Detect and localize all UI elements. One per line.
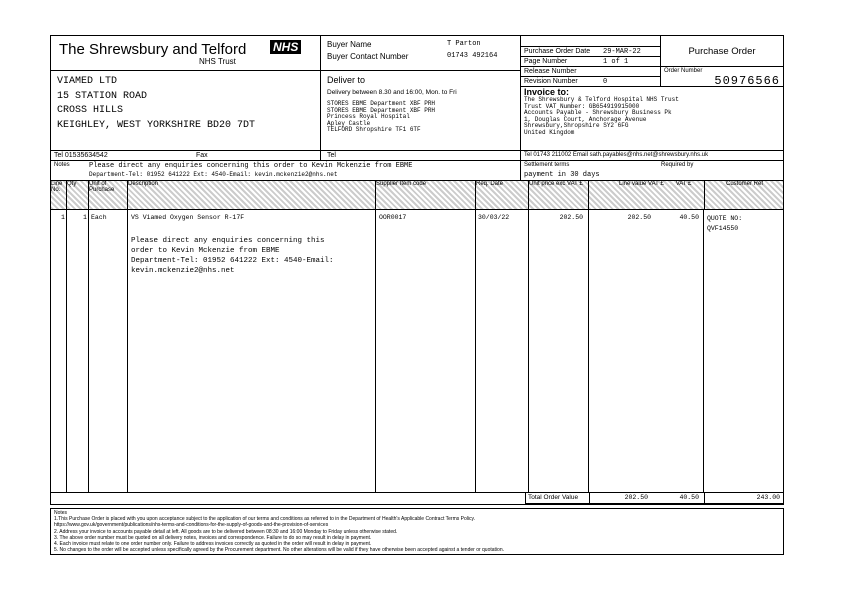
nhs-logo: NHS [270,40,302,54]
delivery-line: STORES EBME Department XBF PRH [327,100,436,107]
org-header: The Shrewsbury and Telford NHS Trust NHS [50,35,321,71]
footer-term: 1.This Purchase Order is placed with you… [54,516,475,523]
total-row: Total Order Value 202.50 40.50 243.00 [525,492,784,504]
col-qty: Qty [67,181,77,187]
order-number-box: Order Number 50976566 [660,66,784,88]
settlement-terms: payment in 30 days [524,171,600,179]
col-customer-ref: Customer Ref [725,181,763,187]
col-unit-price: Unit price exc VAT £ [529,181,583,187]
notes-label: Notes [54,162,70,168]
col-line-value: Line value VAT £ [619,181,664,187]
po-title-box: Purchase Order [660,35,784,67]
page-number: 1 of 1 [603,58,629,66]
delivery-hours: Delivery between 8.30 and 16:00, Mon. to… [327,89,457,96]
footer-term-link[interactable]: https://www.gov.uk/government/publicatio… [54,522,329,529]
org-trust: NHS Trust [199,57,236,66]
row-vat: 40.50 [679,214,699,221]
footer-term: 3. The above order number must be quoted… [54,534,372,541]
po-date: 29-MAR-22 [603,48,641,56]
delivery-box: Deliver to Delivery between 8.30 and 16:… [320,70,521,151]
supplier-tel: Tel 01535634542 [54,152,108,159]
po-title: Purchase Order [688,46,756,57]
row-unit-price: 202.50 [559,214,583,221]
notes-text: Please direct any enquiries concerning t… [89,162,413,170]
supplier-line: CROSS HILLS [57,105,124,116]
supplier-fax: Fax [196,152,208,159]
revision-number-label: Revision Number [524,78,578,85]
row-description-note: Department-Tel: 01952 641222 Ext: 4540-E… [131,257,334,265]
invoice-line: The Shrewsbury & Telford Hospital NHS Tr… [524,96,679,103]
total-net: 202.50 [624,494,648,501]
total-gross: 243.00 [756,494,780,501]
footer-term: 5. No changes to the order will be accep… [54,547,504,554]
col-vat: VAT £ [675,181,692,187]
table-body: 1 1 Each VS Viamed Oxygen Sensor R-17F P… [50,209,784,493]
invoice-line: Accounts Payable - Shrewsbury Business P… [524,109,672,116]
row-customer-ref: QUOTE NO: [707,215,743,222]
settlement-terms-label: Settlement terms [524,162,570,168]
total-label: Total Order Value [528,494,579,501]
invoice-line: Shrewsbury,Shropshire SY2 6FG [524,122,629,129]
row-customer-ref: QVF14550 [707,225,739,232]
row-line-value: 202.50 [627,214,651,221]
supplier-address: VIAMED LTD 15 STATION ROAD CROSS HILLS K… [50,70,321,151]
invoice-line: Trust VAT Number: GB654919915000 [524,102,640,110]
table-header: Line No. Qty Unit of Purchase Descriptio… [50,180,784,210]
row-unit: Each [91,214,107,221]
col-req-date: Req. Date [476,181,504,187]
buyer-contact-label: Buyer Contact Number [327,52,409,61]
row-description-note: order to Kevin Mckenzie from EBME [131,247,280,255]
col-description: Description [128,181,159,187]
row-qty: 1 [83,214,87,221]
buyer-contact: 01743 492164 [447,52,498,60]
row-supplier-code: OOR0017 [379,214,407,221]
revision-number: 0 [603,78,608,86]
delivery-line: Princess Royal Hospital [327,113,410,120]
footer-notes-label: Notes [54,510,68,516]
required-by-label: Required by [661,162,694,168]
delivery-line: Apley Castle [327,119,371,127]
col-line-no: Line No. [51,181,63,193]
delivery-title: Deliver to [327,75,366,85]
terms-box: Settlement terms Required by payment in … [520,160,784,181]
footer-term: 2. Address your invoice to accounts paya… [54,528,398,535]
col-unit: Unit of Purchase [89,181,115,193]
org-name: The Shrewsbury and Telford [59,41,247,58]
total-vat: 40.50 [679,494,699,501]
row-description: VS Viamed Oxygen Sensor R-17F [131,214,245,221]
footer-term: 4. Each invoice must relate to one order… [54,541,372,548]
terms-footer: Notes 1.This Purchase Order is placed wi… [50,508,784,555]
invoice-line: 1, Douglas Court, Anchorage Avenue [524,115,647,123]
buyer-name-label: Buyer Name [327,40,372,49]
po-date-label: Purchase Order Date [524,48,591,55]
invoice-title: Invoice to: [524,87,570,97]
delivery-line: TELFORD Shropshire TF1 6TF [327,126,421,133]
delivery-tel: Tel [327,152,336,159]
supplier-line: VIAMED LTD [57,76,118,87]
supplier-line: KEIGHLEY, WEST YORKSHIRE BD20 7DT [57,119,256,131]
release-number-label: Release Number [524,68,577,75]
row-description-note: kevin.mckenzie2@nhs.net [131,267,235,275]
order-number: 50976566 [714,74,780,88]
invoice-box: Invoice to: The Shrewsbury & Telford Hos… [520,86,784,151]
order-number-label: Order Number [664,68,703,74]
buyer-name: T Parton [447,40,481,48]
page-number-label: Page Number [524,58,568,65]
delivery-line: STORES EBME Department XBF PRH [327,106,436,114]
col-supplier-code: Supplier Item code [376,181,427,187]
buyer-box: Buyer Name T Parton Buyer Contact Number… [320,35,521,71]
invoice-tel: Tel 01743 211002 Email sath.payables@nhs… [524,152,709,158]
notes-text: Department-Tel: 01952 641222 Ext: 4540-E… [89,171,338,178]
row-req-date: 30/03/22 [478,214,510,221]
invoice-line: United Kingdom [524,128,575,136]
notes-box: Notes Please direct any enquiries concer… [50,160,521,181]
row-description-note: Please direct any enquiries concerning t… [131,237,325,245]
supplier-line: 15 STATION ROAD [57,90,148,102]
row-line-no: 1 [61,214,65,221]
